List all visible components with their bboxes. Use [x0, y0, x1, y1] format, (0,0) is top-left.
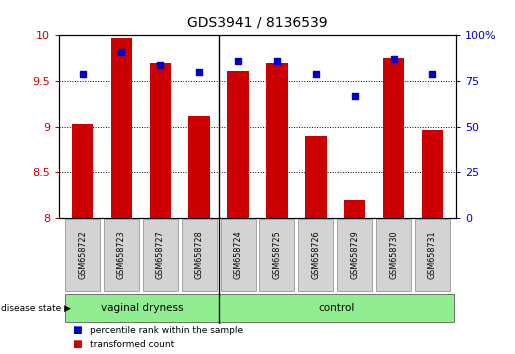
Text: GSM658726: GSM658726: [311, 230, 320, 279]
Bar: [111, 38, 132, 218]
Text: GSM658722: GSM658722: [78, 230, 87, 279]
Text: GSM658731: GSM658731: [428, 230, 437, 279]
Point: [428, 71, 437, 76]
Text: disease state ▶: disease state ▶: [1, 303, 71, 313]
Bar: [422, 130, 443, 218]
FancyBboxPatch shape: [104, 219, 139, 291]
Point: [389, 56, 398, 62]
FancyBboxPatch shape: [337, 219, 372, 291]
Text: GDS3941 / 8136539: GDS3941 / 8136539: [187, 16, 328, 30]
Point: [273, 58, 281, 64]
Point: [78, 71, 87, 76]
Bar: [72, 124, 93, 218]
FancyBboxPatch shape: [182, 219, 217, 291]
FancyBboxPatch shape: [143, 219, 178, 291]
Point: [312, 71, 320, 76]
Text: GSM658723: GSM658723: [117, 230, 126, 279]
Text: GSM658728: GSM658728: [195, 230, 204, 279]
Point: [351, 93, 359, 98]
Bar: [266, 63, 288, 218]
Bar: [150, 63, 171, 218]
Point: [195, 69, 203, 75]
FancyBboxPatch shape: [219, 294, 454, 322]
Text: GSM658730: GSM658730: [389, 230, 398, 279]
FancyBboxPatch shape: [415, 219, 450, 291]
Point: [117, 49, 126, 55]
Text: transformed count: transformed count: [90, 340, 175, 349]
FancyBboxPatch shape: [298, 219, 333, 291]
Text: GSM658724: GSM658724: [234, 230, 243, 279]
Bar: [227, 71, 249, 218]
FancyBboxPatch shape: [260, 219, 295, 291]
Point: [234, 58, 242, 64]
Text: GSM658727: GSM658727: [156, 230, 165, 279]
Bar: [188, 116, 210, 218]
Text: ■: ■: [72, 339, 82, 349]
Point: [156, 62, 164, 67]
Text: vaginal dryness: vaginal dryness: [100, 303, 183, 313]
Text: ■: ■: [72, 325, 82, 335]
Text: GSM658729: GSM658729: [350, 230, 359, 279]
FancyBboxPatch shape: [376, 219, 411, 291]
FancyBboxPatch shape: [65, 294, 219, 322]
Text: percentile rank within the sample: percentile rank within the sample: [90, 326, 243, 335]
FancyBboxPatch shape: [220, 219, 255, 291]
Text: control: control: [318, 303, 354, 313]
Bar: [383, 58, 404, 218]
Bar: [344, 200, 365, 218]
FancyBboxPatch shape: [65, 219, 100, 291]
Bar: [305, 136, 327, 218]
Text: GSM658725: GSM658725: [272, 230, 281, 279]
